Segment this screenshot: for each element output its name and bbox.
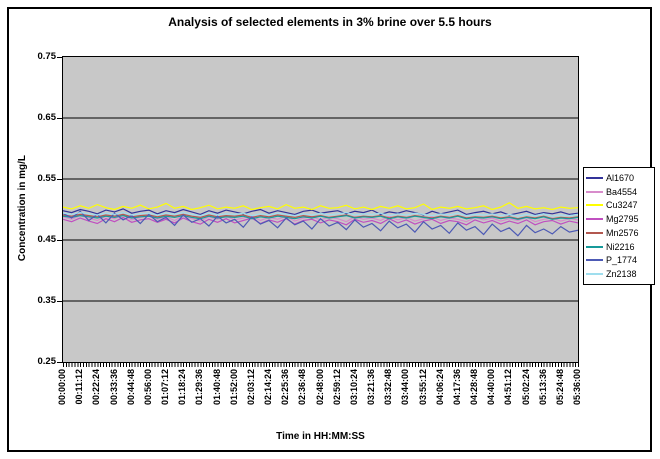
legend-label: Ba4554 bbox=[606, 186, 638, 197]
y-tick-label: 0.65 bbox=[37, 112, 57, 123]
y-tick-label: 0.75 bbox=[37, 51, 57, 62]
legend-item-Mg2795: Mg2795 bbox=[586, 213, 654, 225]
plot-area bbox=[62, 56, 579, 363]
y-tick-mark bbox=[57, 57, 63, 58]
legend-item-Ni2216: Ni2216 bbox=[586, 241, 654, 253]
x-tick-label: 01:52:00 bbox=[228, 369, 239, 406]
y-tick-mark bbox=[57, 118, 63, 119]
legend-item-P_1774: P_1774 bbox=[586, 254, 654, 266]
chart-title: Analysis of selected elements in 3% brin… bbox=[168, 15, 492, 29]
series-line-Mg2795 bbox=[63, 216, 578, 226]
x-tick-label: 00:22:24 bbox=[91, 369, 102, 406]
y-axis-title: Concentration in mg/L bbox=[17, 155, 28, 262]
x-tick-label: 02:36:48 bbox=[297, 369, 308, 406]
series-lines bbox=[63, 117, 578, 302]
y-tick-label: 0.55 bbox=[37, 173, 57, 184]
x-axis-minor-ticks bbox=[63, 363, 579, 367]
legend-line-swatch bbox=[586, 176, 603, 179]
x-tick-label: 03:55:12 bbox=[417, 369, 428, 406]
legend-line-swatch bbox=[586, 259, 603, 262]
legend-label: Zn2138 bbox=[606, 269, 637, 280]
x-tick-label: 04:17:36 bbox=[451, 369, 462, 406]
x-tick-label: 01:07:12 bbox=[160, 369, 170, 406]
x-tick-label: 02:14:24 bbox=[263, 369, 273, 406]
series-line-Ni2216 bbox=[63, 214, 578, 220]
legend-line-swatch bbox=[586, 273, 603, 276]
legend-line-swatch bbox=[586, 245, 603, 248]
legend-item-Mn2576: Mn2576 bbox=[586, 227, 654, 239]
x-tick-label: 02:03:12 bbox=[245, 369, 256, 406]
x-tick-label: 04:06:24 bbox=[434, 369, 445, 406]
x-tick-label: 03:32:48 bbox=[383, 369, 394, 406]
legend-label: Mg2795 bbox=[606, 214, 639, 225]
x-tick-label: 01:40:48 bbox=[211, 369, 222, 406]
x-tick-label: 00:44:48 bbox=[125, 369, 136, 406]
x-tick-label: 02:59:12 bbox=[331, 369, 342, 406]
x-tick-label: 05:13:36 bbox=[537, 369, 548, 406]
y-tick-label: 0.25 bbox=[37, 356, 57, 367]
x-tick-label: 00:11:12 bbox=[74, 369, 85, 405]
x-tick-label: 04:51:12 bbox=[503, 369, 514, 406]
legend-line-swatch bbox=[586, 204, 603, 207]
series-line-Cu3247 bbox=[63, 202, 578, 211]
legend: Al1670 Ba4554 Cu3247 Mg2795 Mn2576 Ni2216 P_17… bbox=[583, 167, 655, 285]
legend-label: Cu3247 bbox=[606, 200, 638, 211]
x-tick-label: 00:00:00 bbox=[57, 369, 67, 406]
x-tick-label: 00:33:36 bbox=[108, 369, 119, 406]
legend-label: Mn2576 bbox=[606, 227, 639, 238]
y-tick-label: 0.45 bbox=[37, 234, 57, 245]
series-line-Zn2138 bbox=[63, 211, 578, 217]
legend-label: Al1670 bbox=[606, 172, 635, 183]
y-tick-label: 0.35 bbox=[37, 295, 57, 306]
y-tick-mark bbox=[57, 301, 63, 302]
y-tick-mark bbox=[57, 240, 63, 241]
legend-line-swatch bbox=[586, 190, 603, 193]
legend-line-swatch bbox=[586, 218, 603, 221]
x-tick-label: 03:21:36 bbox=[366, 369, 376, 406]
x-tick-label: 02:48:00 bbox=[314, 369, 325, 406]
y-tick-mark bbox=[57, 179, 63, 180]
x-tick-label: 04:28:48 bbox=[469, 369, 479, 406]
legend-label: P_1774 bbox=[606, 255, 638, 266]
legend-item-Cu3247: Cu3247 bbox=[586, 199, 654, 211]
legend-item-Zn2138: Zn2138 bbox=[586, 268, 654, 280]
x-tick-label: 02:25:36 bbox=[280, 369, 291, 406]
y-tick-mark bbox=[57, 362, 63, 363]
x-tick-label: 00:56:00 bbox=[142, 369, 153, 406]
x-tick-label: 04:40:00 bbox=[486, 369, 497, 406]
x-tick-label: 01:18:24 bbox=[177, 369, 188, 406]
legend-item-Ba4554: Ba4554 bbox=[586, 186, 654, 198]
x-tick-label: 01:29:36 bbox=[194, 369, 205, 406]
series-line-P_1774 bbox=[63, 210, 578, 237]
legend-label: Ni2216 bbox=[606, 241, 635, 252]
legend-line-swatch bbox=[586, 231, 603, 234]
x-tick-label: 05:36:00 bbox=[572, 369, 582, 406]
x-axis-title: Time in HH:MM:SS bbox=[276, 431, 365, 442]
legend-item-Al1670: Al1670 bbox=[586, 172, 654, 184]
x-tick-label: 05:02:24 bbox=[520, 369, 531, 406]
x-tick-label: 05:24:48 bbox=[554, 369, 565, 406]
x-tick-label: 03:44:00 bbox=[400, 369, 411, 406]
x-tick-label: 03:10:24 bbox=[348, 369, 359, 406]
